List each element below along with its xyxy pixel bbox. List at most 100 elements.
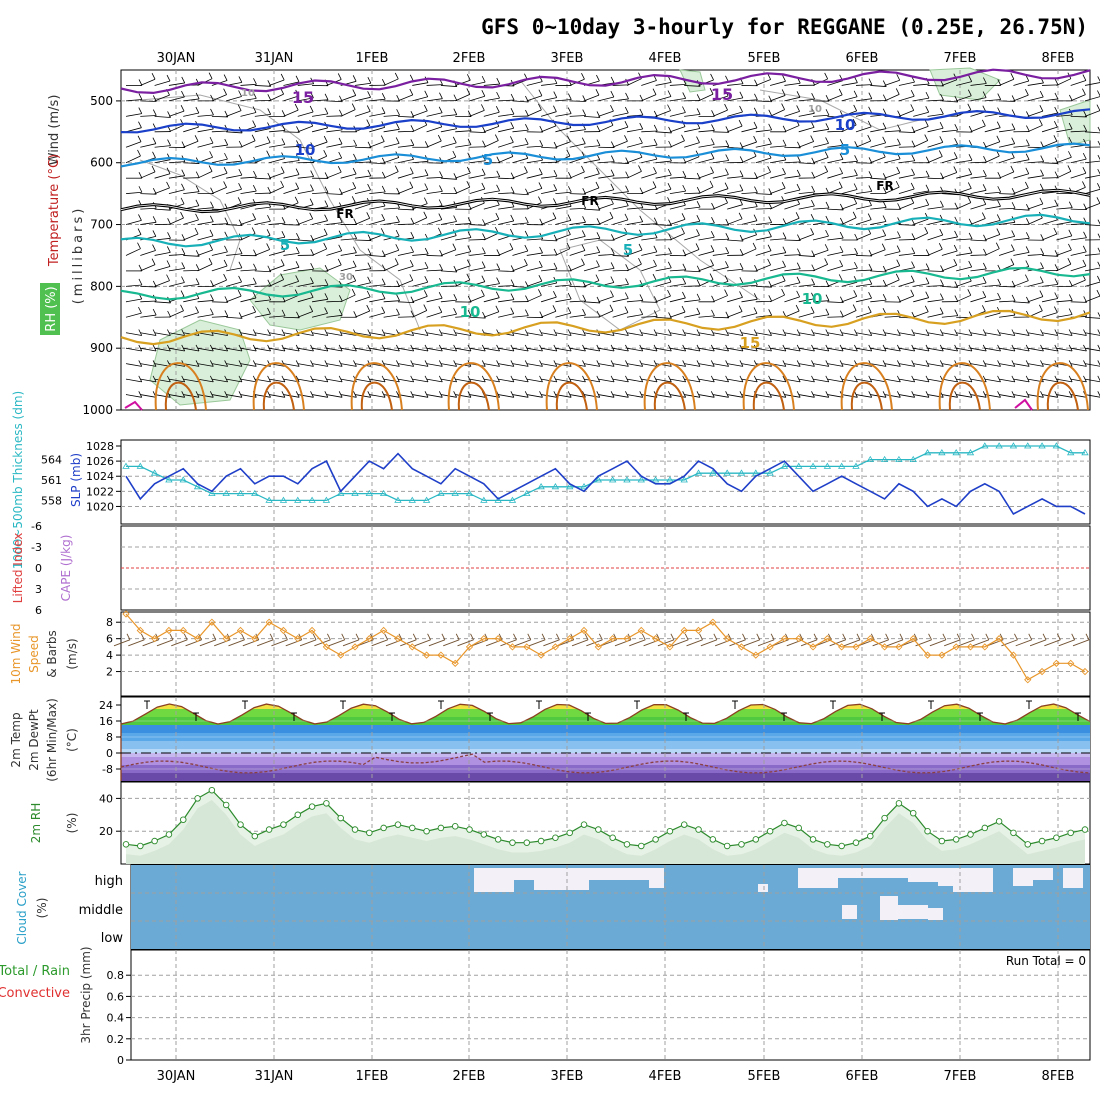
precip-label-3: 3hr Precip (mm) [79,946,93,1043]
wind10-speed-point [852,643,860,651]
wind-barb [770,252,786,256]
wind-barb [125,191,142,195]
wind-barb-flag [624,120,629,128]
wind-barb-flag [152,344,157,352]
wind-barb [369,162,386,165]
wind-barb-flag [195,391,200,398]
wind-barb [426,297,443,303]
slp-line [125,452,1086,516]
wind-barb-flag [295,89,300,97]
wind-barb-flag [882,122,887,129]
wind-barb [226,347,243,352]
wind-barb [340,109,356,117]
wind-barb-flag [1097,76,1100,82]
wind-barb [898,239,915,241]
wind-barb [555,220,571,225]
cloud-cover-unit: (%) [35,898,49,919]
wind-barb [1056,347,1073,352]
wind-barb-flag [725,344,729,352]
wind-barb [197,363,214,367]
wind-barb [698,394,715,398]
wind-barb [369,255,386,257]
wind-barb [755,378,772,383]
thickness-point [122,462,130,469]
temp-color-band [121,741,1090,749]
wind-barb [841,267,858,272]
wind10-speed-point [723,635,731,643]
wind-barb [254,142,271,148]
wind-barb [927,332,944,336]
wind-barb [469,378,486,383]
wind-barb [641,80,657,86]
wind10-speed-point [422,651,431,659]
wind-barb [755,157,772,164]
wind-barb-flag [954,391,958,398]
wind-barb [927,85,944,87]
wind-barb-flag [1040,155,1045,162]
wind-barb-flag [266,229,271,236]
wind-barb [426,98,443,102]
wind-barb-flag [639,360,644,367]
wind-barb-flag [882,279,887,287]
wind-barb [412,82,429,86]
wind-barb-flag [167,375,171,383]
wind-barb [397,363,414,367]
wind-barb-flag [882,293,887,301]
wind-barb [1027,296,1044,303]
wind-barb-flag [939,122,944,129]
wind-barb [154,252,171,256]
wind-barb-flag [324,293,329,300]
wind10-barb [800,639,818,647]
wind-barb-flag [224,344,228,352]
wind-barb [1042,162,1059,164]
wind-barb-flag [839,375,844,383]
wind-barb [741,313,758,318]
wind-barb [326,363,343,367]
wind-barb-flag [381,329,386,336]
wind-barb [741,99,758,102]
wind-barb [841,310,857,318]
wind-barb-flag [252,277,257,285]
wind10-speed-point [351,643,359,651]
wind-barb [311,234,328,241]
y-tick-label: 800 [90,279,113,293]
wind-barb [226,253,243,256]
wind-barb [712,174,729,179]
wind-barb [1041,378,1058,383]
wind-barb-flag [410,245,414,253]
wind-barb [183,394,200,398]
wind-barb [498,378,514,383]
wind-barb [168,110,185,117]
wind-barb-flag [796,276,801,283]
wind-barb [297,97,314,102]
wind-barb [641,172,657,179]
rh-point [795,824,802,832]
wind-barb [655,363,672,367]
wind-barb [140,264,156,272]
wind-barb [727,190,743,195]
wind-barb-flag [495,291,500,298]
wind-barb [956,378,973,383]
wind-barb [798,255,815,257]
wind-barb [541,189,557,195]
wind-barb [827,173,843,179]
wind-barb-flag [167,111,171,118]
wind10-barb-flag [584,633,589,640]
wind-barb [354,268,371,272]
wind-barb [812,264,828,272]
wind-barb [984,378,1001,383]
wind-barb-flag [281,245,285,252]
wind-barb-flag [1068,391,1073,398]
wind-barb-flag [567,329,572,336]
wind-barb-flag [395,137,400,144]
wind-barb [655,96,672,102]
wind10-barb [428,639,446,647]
wind-barb [455,79,471,86]
wind-barb [197,394,214,398]
wind-barb-flag [280,180,284,188]
wind-barb [927,99,944,102]
wind-barb [426,162,443,164]
wind-barb [168,124,184,133]
wind-barb-flag [896,259,901,266]
rh-point [151,837,158,845]
